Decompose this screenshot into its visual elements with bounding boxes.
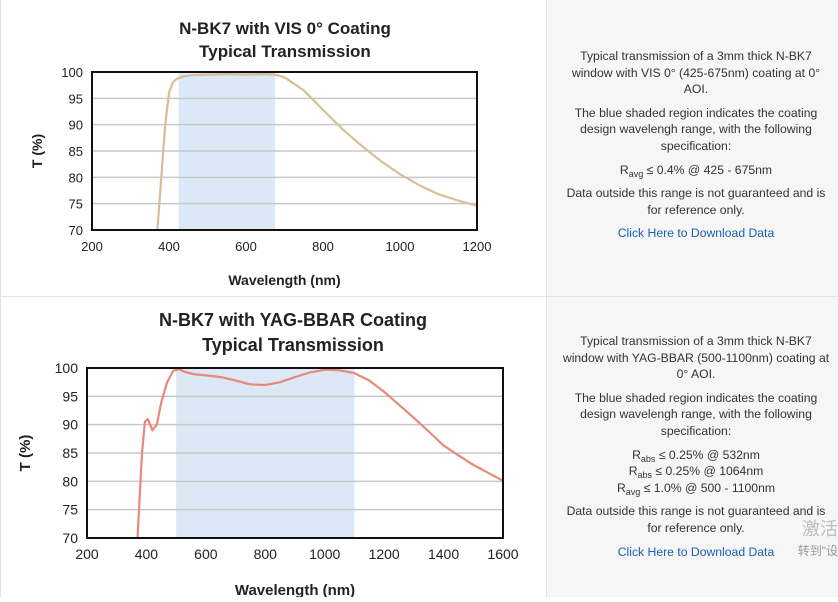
y-tick-label: 90	[69, 118, 83, 133]
transmission-series-line	[156, 73, 477, 230]
description-text: Typical transmission of a 3mm thick N-BK…	[562, 334, 830, 382]
watermark-text: 激活	[802, 519, 838, 539]
x-tick-label: 600	[194, 546, 218, 562]
chart-cell-yag: N-BK7 with YAG-BBAR Coating Typical Trans…	[0, 297, 547, 599]
disclaimer-text: Data outside this range is not guarantee…	[566, 504, 826, 535]
x-tick-label: 1200	[369, 546, 400, 562]
x-tick-label: 400	[158, 239, 180, 254]
y-tick-label: 70	[69, 223, 83, 238]
description-vis: Typical transmission of a 3mm thick N-BK…	[559, 48, 833, 249]
x-tick-label: 800	[254, 546, 278, 562]
x-tick-label: 800	[312, 239, 334, 254]
chart-title: N-BK7 with VIS 0° Coating	[179, 19, 391, 38]
y-tick-label: 90	[62, 417, 78, 433]
description-text: The blue shaded region indicates the coa…	[574, 105, 818, 153]
spec-line: Rabs ≤ 0.25% @ 1064nm	[628, 464, 764, 481]
download-data-link[interactable]: Click Here to Download Data	[617, 226, 775, 241]
x-tick-label: 1400	[428, 546, 459, 562]
y-tick-label: 70	[62, 530, 78, 546]
y-axis-label: T (%)	[29, 134, 45, 168]
y-tick-label: 100	[61, 65, 83, 80]
y-tick-label: 100	[55, 360, 79, 376]
row-vis-coating: N-BK7 with VIS 0° Coating Typical Transmi…	[0, 0, 838, 297]
x-axis-label: Wavelength (nm)	[235, 582, 355, 597]
x-tick-label: 200	[75, 546, 99, 562]
description-text: The blue shaded region indicates the coa…	[574, 390, 818, 438]
chart-subtitle: Typical Transmission	[202, 335, 384, 355]
chart-vis-transmission: N-BK7 with VIS 0° Coating Typical Transmi…	[29, 19, 492, 288]
y-tick-label: 95	[69, 91, 83, 106]
spec-line: Rabs ≤ 0.25% @ 532nm	[632, 447, 760, 464]
divider	[0, 296, 838, 297]
chart-title: N-BK7 with YAG-BBAR Coating	[159, 310, 427, 330]
x-tick-label: 1000	[386, 239, 415, 254]
x-tick-label: 600	[235, 239, 257, 254]
x-tick-label: 1600	[487, 546, 518, 562]
x-tick-label: 1200	[463, 239, 492, 254]
x-tick-label: 200	[81, 239, 103, 254]
plot-frame	[86, 367, 504, 539]
chart-cell-vis: N-BK7 with VIS 0° Coating Typical Transmi…	[0, 0, 547, 297]
y-tick-label: 80	[62, 473, 78, 489]
y-tick-label: 80	[69, 170, 83, 185]
description-cell-vis: Typical transmission of a 3mm thick N-BK…	[547, 0, 838, 297]
y-tick-label: 95	[62, 388, 78, 404]
transmission-series-line	[136, 368, 503, 538]
table-border	[0, 0, 1, 597]
chart-subtitle: Typical Transmission	[199, 42, 371, 61]
x-tick-label: 1000	[309, 546, 340, 562]
description-text: Typical transmission of a 3mm thick N-BK…	[571, 49, 821, 97]
spec-list: Rabs ≤ 0.25% @ 532nm Rabs ≤ 0.25% @ 1064n…	[559, 447, 833, 497]
y-tick-label: 85	[62, 445, 78, 461]
watermark-text: 转到"设	[797, 544, 838, 558]
y-tick-label: 85	[69, 144, 83, 159]
x-tick-label: 400	[135, 546, 159, 562]
spec-line: Ravg ≤ 1.0% @ 500 - 1100nm	[616, 480, 775, 497]
description-yag: Typical transmission of a 3mm thick N-BK…	[559, 333, 833, 567]
spec-line: Ravg ≤ 0.4% @ 425 - 675nm	[619, 162, 773, 179]
y-axis-label: T (%)	[17, 435, 34, 472]
x-axis-label: Wavelength (nm)	[228, 272, 340, 288]
y-tick-label: 75	[69, 197, 83, 212]
download-data-link[interactable]: Click Here to Download Data	[617, 544, 775, 559]
chart-yag-bbar-transmission: N-BK7 with YAG-BBAR Coating Typical Trans…	[17, 310, 519, 599]
y-tick-label: 75	[62, 502, 78, 518]
description-cell-yag: Typical transmission of a 3mm thick N-BK…	[547, 297, 838, 597]
row-yag-bbar-coating: N-BK7 with YAG-BBAR Coating Typical Trans…	[0, 297, 838, 599]
plot-frame	[91, 71, 478, 231]
spec-list: Ravg ≤ 0.4% @ 425 - 675nm	[559, 162, 833, 179]
disclaimer-text: Data outside this range is not guarantee…	[566, 186, 826, 217]
